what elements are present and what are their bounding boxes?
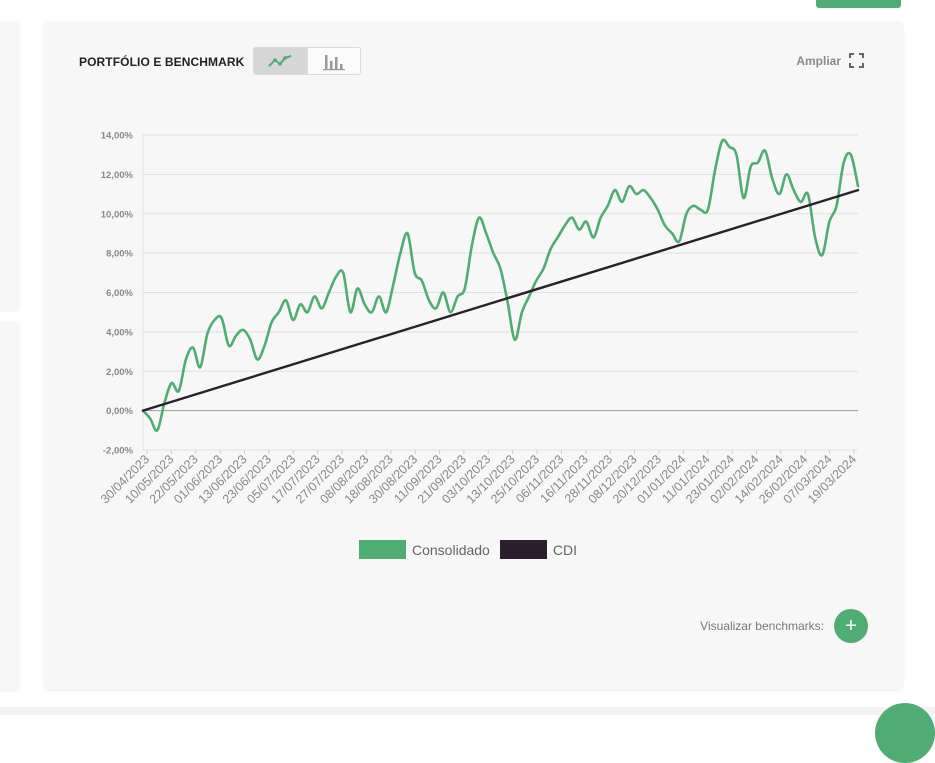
expand-label: Ampliar: [796, 53, 841, 68]
expand-icon: [849, 53, 864, 68]
y-tick-label: 4,00%: [106, 327, 133, 338]
line-chart-icon: [268, 55, 292, 67]
plus-icon: +: [845, 614, 857, 637]
bottom-strip: [0, 707, 935, 715]
series-line-consolidado: [141, 138, 860, 432]
bar-chart-icon: [322, 55, 345, 71]
add-benchmark-button[interactable]: +: [834, 609, 868, 643]
benchmarks-label: Visualizar benchmarks:: [700, 619, 824, 633]
left-panel-top: [0, 22, 19, 310]
line-chart: 14,00% 12,00% 10,00% 8,00% 6,00% 4,00% 2,00% 0,…: [98, 131, 860, 506]
series-line-cdi: [141, 188, 860, 412]
y-tick-label: -2,00%: [103, 446, 134, 457]
top-action-button[interactable]: [816, 0, 901, 8]
legend-swatch-consolidado: [359, 540, 406, 559]
legend-swatch-cdi: [499, 540, 547, 559]
portfolio-benchmark-card: PORTFÓLIO E BENCHMARK Ampliar 14,: [45, 22, 902, 689]
expand-button[interactable]: Ampliar: [796, 53, 864, 68]
y-tick-label: 10,00%: [101, 209, 134, 220]
legend-label-cdi: CDI: [552, 541, 577, 558]
line-chart-toggle[interactable]: [254, 48, 307, 74]
floating-action-button[interactable]: [875, 703, 935, 763]
y-tick-label: 14,00%: [101, 131, 134, 142]
chart-type-toggle: [253, 47, 361, 75]
legend-item-cdi[interactable]: CDI: [499, 540, 577, 559]
left-panel-bottom: [0, 322, 19, 690]
chart-legend: Consolidado CDI: [359, 540, 587, 559]
y-tick-label: 6,00%: [106, 288, 133, 299]
bar-chart-toggle[interactable]: [306, 48, 361, 74]
y-tick-label: 2,00%: [106, 367, 133, 378]
legend-item-consolidado[interactable]: Consolidado: [359, 540, 490, 559]
y-tick-label: 0,00%: [106, 406, 133, 417]
y-tick-label: 12,00%: [101, 170, 134, 181]
y-tick-label: 8,00%: [106, 249, 133, 260]
benchmarks-control: Visualizar benchmarks: +: [700, 609, 868, 643]
card-title: PORTFÓLIO E BENCHMARK: [79, 55, 245, 69]
legend-label-consolidado: Consolidado: [412, 541, 490, 558]
